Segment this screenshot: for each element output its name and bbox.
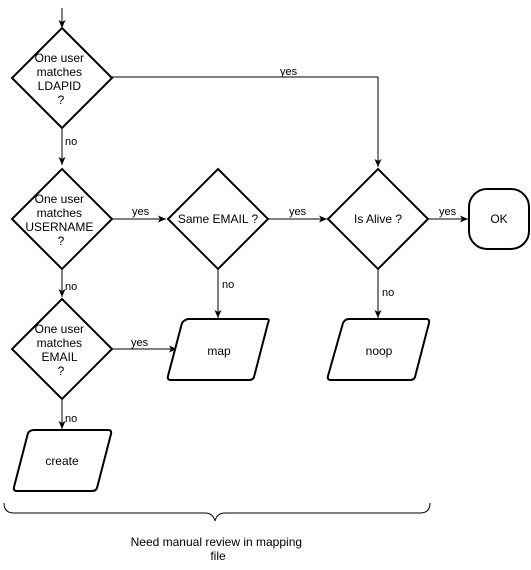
action-create bbox=[12, 429, 113, 492]
action-noop-label: noop bbox=[366, 344, 393, 358]
edge-label-email-yes: yes bbox=[131, 337, 149, 349]
decision-ldapid bbox=[10, 26, 114, 130]
action-noop bbox=[326, 318, 431, 381]
review-brace bbox=[3, 502, 431, 522]
decision-is-alive-label: Is Alive ? bbox=[354, 212, 402, 226]
terminal-ok bbox=[468, 188, 530, 250]
decision-username bbox=[10, 167, 114, 271]
terminal-ok-label: OK bbox=[490, 212, 507, 226]
edge-label-ldapid-no: no bbox=[65, 136, 77, 148]
review-annotation: Need manual review in mapping file bbox=[131, 535, 306, 563]
edge-label-username-yes: yes bbox=[132, 206, 150, 218]
decision-same-email bbox=[166, 167, 270, 271]
edge-label-is-alive-no: no bbox=[382, 287, 394, 299]
action-create-label: create bbox=[45, 454, 79, 468]
edge-label-ldapid-yes: yes bbox=[280, 66, 298, 78]
edge-label-email-no: no bbox=[65, 413, 77, 425]
action-map-label: map bbox=[207, 344, 231, 358]
edge-ldapid-yes bbox=[112, 76, 382, 167]
edge-label-same-email-yes: yes bbox=[289, 206, 307, 218]
edge-label-same-email-no: no bbox=[222, 279, 234, 291]
decision-email bbox=[10, 297, 114, 401]
decision-username-label: One user matches USERNAME ? bbox=[25, 192, 96, 248]
decision-email-label: One user matches EMAIL ? bbox=[35, 322, 88, 378]
decision-ldapid-label: One user matches LDAPID ? bbox=[35, 51, 88, 107]
decision-is-alive bbox=[326, 167, 430, 271]
edge-label-is-alive-yes: yes bbox=[439, 206, 457, 218]
edge-label-username-no: no bbox=[65, 281, 77, 293]
action-map bbox=[166, 318, 270, 381]
decision-same-email-label: Same EMAIL ? bbox=[178, 212, 259, 226]
